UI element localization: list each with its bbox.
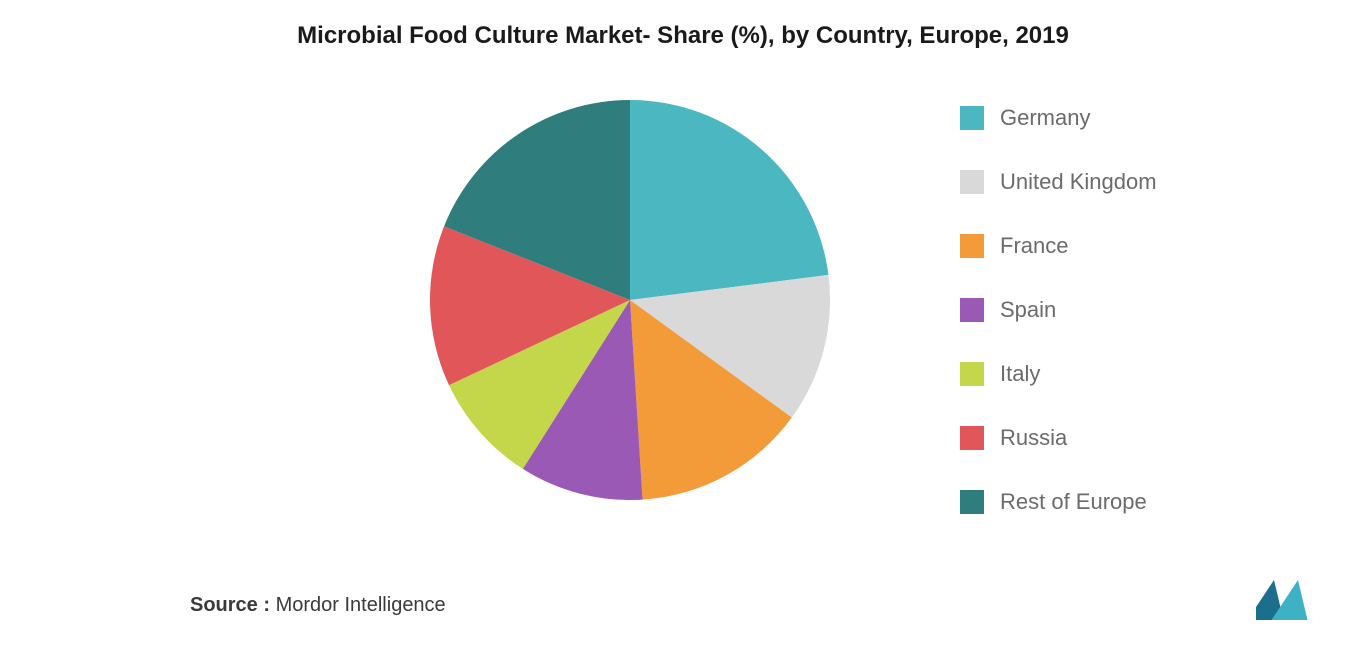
- legend-swatch: [960, 298, 984, 322]
- source-text: Mordor Intelligence: [276, 594, 446, 616]
- chart-container: Microbial Food Culture Market- Share (%)…: [0, 0, 1366, 655]
- source-prefix: Source :: [190, 594, 270, 616]
- legend-item: France: [960, 233, 1157, 259]
- legend-swatch: [960, 170, 984, 194]
- legend-label: Germany: [1000, 105, 1090, 131]
- legend-label: United Kingdom: [1000, 169, 1157, 195]
- legend-label: Russia: [1000, 425, 1067, 451]
- pie-chart: [430, 100, 830, 500]
- source-attribution: Source : Mordor Intelligence: [190, 594, 446, 617]
- legend-item: United Kingdom: [960, 169, 1157, 195]
- legend: Germany United Kingdom France Spain Italy Rus…: [960, 105, 1157, 553]
- legend-item: Germany: [960, 105, 1157, 131]
- legend-label: Spain: [1000, 297, 1056, 323]
- legend-item: Rest of Europe: [960, 489, 1157, 515]
- legend-item: Russia: [960, 425, 1157, 451]
- legend-swatch: [960, 490, 984, 514]
- pie-holder: [430, 100, 830, 505]
- logo-icon: [1256, 580, 1336, 630]
- chart-title: Microbial Food Culture Market- Share (%)…: [0, 0, 1366, 50]
- legend-swatch: [960, 362, 984, 386]
- legend-item: Spain: [960, 297, 1157, 323]
- legend-label: Italy: [1000, 361, 1040, 387]
- legend-swatch: [960, 106, 984, 130]
- pie-slice: [630, 100, 828, 300]
- chart-area: Germany United Kingdom France Spain Italy Rus…: [0, 50, 1366, 580]
- legend-swatch: [960, 234, 984, 258]
- legend-label: France: [1000, 233, 1068, 259]
- legend-label: Rest of Europe: [1000, 489, 1147, 515]
- brand-logo: [1256, 580, 1336, 635]
- legend-swatch: [960, 426, 984, 450]
- legend-item: Italy: [960, 361, 1157, 387]
